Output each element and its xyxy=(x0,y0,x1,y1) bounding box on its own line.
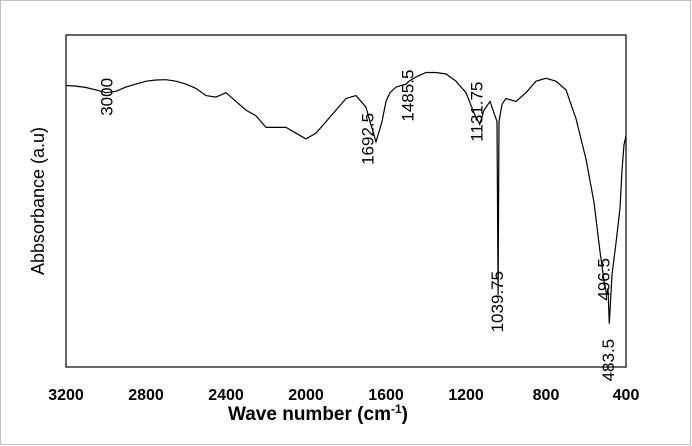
x-axis-label-tail: ) xyxy=(402,404,408,425)
x-tick-label: 2000 xyxy=(288,387,324,404)
peak-label: 1692.5 xyxy=(358,113,377,165)
peak-label: 3000 xyxy=(97,78,116,116)
x-axis-label-main: Wave number (cm xyxy=(228,404,391,425)
x-axis-label: Wave number (cm-1) xyxy=(228,402,408,425)
x-tick-label: 1600 xyxy=(368,387,404,404)
peak-label: 483.5 xyxy=(599,339,618,382)
peak-label: 1039.75 xyxy=(488,271,507,332)
y-axis-label: Abbsorbance (a.u) xyxy=(28,127,48,275)
x-tick-label: 2800 xyxy=(128,387,164,404)
x-tick-label: 3200 xyxy=(48,387,84,404)
x-tick-label: 800 xyxy=(533,387,560,404)
peak-label: 496.5 xyxy=(594,258,613,301)
plot-area xyxy=(65,34,627,368)
x-tick-label: 2400 xyxy=(208,387,244,404)
series-line xyxy=(65,71,627,324)
x-axis-ticks: 3200 2800 2400 2000 1600 1200 800 400 xyxy=(48,387,639,404)
peak-annotations: 3000 1692.5 1485.5 1131.75 1039.75 496.5 483.5 xyxy=(97,70,617,382)
peak-label: 1131.75 xyxy=(467,82,486,142)
x-axis-label-sup: -1 xyxy=(391,402,402,416)
x-tick-label: 1200 xyxy=(448,387,484,404)
x-tick-label: 400 xyxy=(613,387,640,404)
peak-label: 1485.5 xyxy=(398,70,417,122)
